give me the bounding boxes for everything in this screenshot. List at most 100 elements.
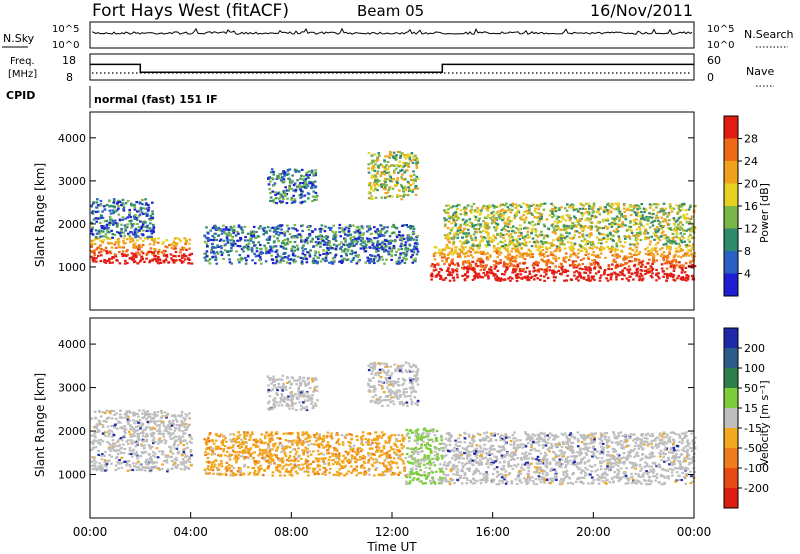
data-cell: [554, 255, 557, 258]
data-cell: [276, 230, 279, 234]
data-cell: [674, 253, 677, 256]
data-cell: [474, 216, 478, 219]
data-cell: [96, 204, 100, 207]
data-cell: [588, 225, 591, 228]
data-cell: [536, 216, 539, 219]
data-cell: [234, 234, 238, 237]
freq-panel-frame: [89, 53, 695, 81]
data-cell: [508, 264, 512, 268]
data-cell: [347, 230, 351, 233]
data-cell: [314, 174, 317, 177]
data-cell: [178, 423, 182, 426]
data-cell: [485, 270, 489, 273]
data-cell: [120, 230, 123, 233]
data-cell: [108, 261, 112, 264]
data-cell: [324, 256, 328, 259]
data-cell: [141, 423, 145, 426]
data-cell: [655, 250, 659, 253]
data-cell: [129, 452, 133, 456]
data-cell: [405, 250, 409, 253]
data-cell: [166, 468, 170, 471]
data-cell: [347, 227, 351, 230]
data-cell: [117, 243, 120, 246]
data-cell: [285, 173, 289, 176]
data-cell: [157, 467, 161, 470]
data-cell: [530, 232, 533, 235]
data-cell: [156, 411, 160, 414]
data-cell: [334, 231, 338, 234]
data-cell: [320, 224, 324, 227]
data-cell: [180, 422, 184, 425]
data-cell: [398, 160, 401, 163]
data-cell: [288, 168, 292, 171]
data-cell: [590, 225, 593, 228]
data-cell: [371, 160, 375, 163]
data-cell: [624, 262, 627, 265]
data-cell: [573, 253, 576, 256]
data-cell: [378, 154, 381, 157]
data-cell: [547, 242, 550, 245]
data-cell: [124, 229, 127, 232]
data-cell: [103, 220, 107, 223]
data-cell: [251, 259, 254, 262]
data-cell: [492, 260, 496, 263]
data-cell: [479, 269, 483, 272]
data-cell: [406, 155, 410, 158]
data-cell: [332, 235, 335, 238]
data-cell: [356, 231, 359, 234]
data-cell: [347, 225, 350, 228]
data-cell: [437, 251, 440, 254]
data-cell: [110, 424, 113, 428]
data-cell: [488, 204, 491, 207]
data-cell: [172, 463, 175, 466]
data-cell: [141, 234, 145, 237]
data-cell: [614, 266, 617, 269]
data-cell: [633, 265, 636, 268]
data-cell: [662, 270, 665, 273]
data-cell: [598, 213, 602, 216]
data-cell: [691, 225, 695, 228]
data-cell: [542, 252, 546, 256]
data-cell: [274, 256, 278, 259]
data-cell: [168, 426, 171, 429]
data-cell: [627, 269, 631, 273]
data-cell: [97, 449, 100, 453]
data-cell: [346, 250, 349, 253]
data-cell: [390, 195, 394, 198]
data-cell: [209, 229, 212, 232]
data-cell: [125, 410, 129, 413]
data-cell: [522, 218, 525, 221]
data-cell: [287, 258, 290, 261]
data-cell: [376, 180, 379, 184]
data-cell: [499, 205, 502, 208]
data-cell: [266, 250, 269, 254]
data-cell: [175, 447, 179, 450]
data-cell: [478, 244, 482, 247]
data-cell: [535, 239, 539, 242]
data-cell: [116, 461, 119, 464]
data-cell: [551, 231, 555, 234]
data-cell: [502, 213, 506, 216]
data-cell: [665, 239, 669, 242]
data-cell: [666, 273, 669, 276]
data-cell: [164, 427, 167, 430]
data-cell: [544, 246, 548, 249]
data-cell: [619, 263, 623, 266]
data-cell: [141, 257, 144, 260]
data-cell: [117, 462, 120, 465]
data-cell: [271, 190, 274, 193]
data-cell: [565, 279, 568, 282]
data-cell: [252, 233, 256, 236]
data-cell: [370, 174, 374, 177]
data-cell: [315, 195, 318, 198]
data-cell: [378, 256, 382, 259]
data-cell: [469, 209, 472, 213]
data-cell: [615, 275, 618, 279]
data-cell: [122, 242, 126, 245]
data-cell: [406, 194, 410, 197]
data-cell: [139, 202, 142, 205]
data-cell: [149, 420, 153, 423]
data-cell: [493, 221, 496, 224]
data-cell: [664, 255, 668, 258]
data-cell: [680, 241, 684, 244]
